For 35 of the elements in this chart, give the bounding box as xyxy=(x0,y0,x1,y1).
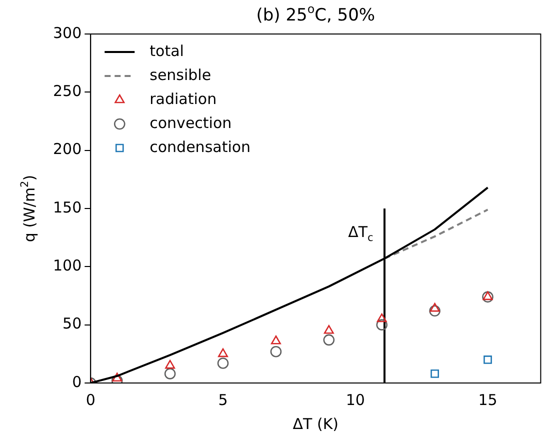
x-tick-label: 10 xyxy=(346,390,365,409)
x-tick-label: 5 xyxy=(218,390,228,409)
point xyxy=(324,325,334,334)
legend-label: convection xyxy=(150,114,232,132)
point xyxy=(164,368,176,380)
point xyxy=(429,305,440,317)
x-tick-label: 15 xyxy=(478,390,498,409)
point xyxy=(218,348,228,358)
point xyxy=(270,346,282,358)
x-axis-title: ΔT (K) xyxy=(292,414,339,433)
y-tick-label: 200 xyxy=(52,140,82,158)
point xyxy=(484,356,492,364)
point xyxy=(217,358,229,369)
legend-label: condensation xyxy=(150,138,251,156)
y-tick-label: 0 xyxy=(72,372,82,391)
legend-label: total xyxy=(150,42,184,60)
point xyxy=(323,334,335,346)
y-axis-title: q (W/m2) xyxy=(19,174,39,242)
point xyxy=(112,372,122,382)
point xyxy=(482,291,493,300)
y-tick-label: 150 xyxy=(52,198,82,216)
point xyxy=(376,313,387,322)
point xyxy=(165,360,176,369)
point xyxy=(430,370,439,378)
y-tick-label: 300 xyxy=(52,24,82,42)
y-tick-label: 50 xyxy=(62,314,82,333)
y-tick-label: 250 xyxy=(52,82,82,100)
point xyxy=(482,291,494,303)
y-tick-label: 100 xyxy=(52,256,82,275)
point xyxy=(376,319,388,330)
x-tick-label: 0 xyxy=(86,390,96,409)
legend-label: radiation xyxy=(150,90,217,108)
point xyxy=(270,335,281,344)
point xyxy=(430,302,440,312)
legend-label: sensible xyxy=(150,66,212,84)
